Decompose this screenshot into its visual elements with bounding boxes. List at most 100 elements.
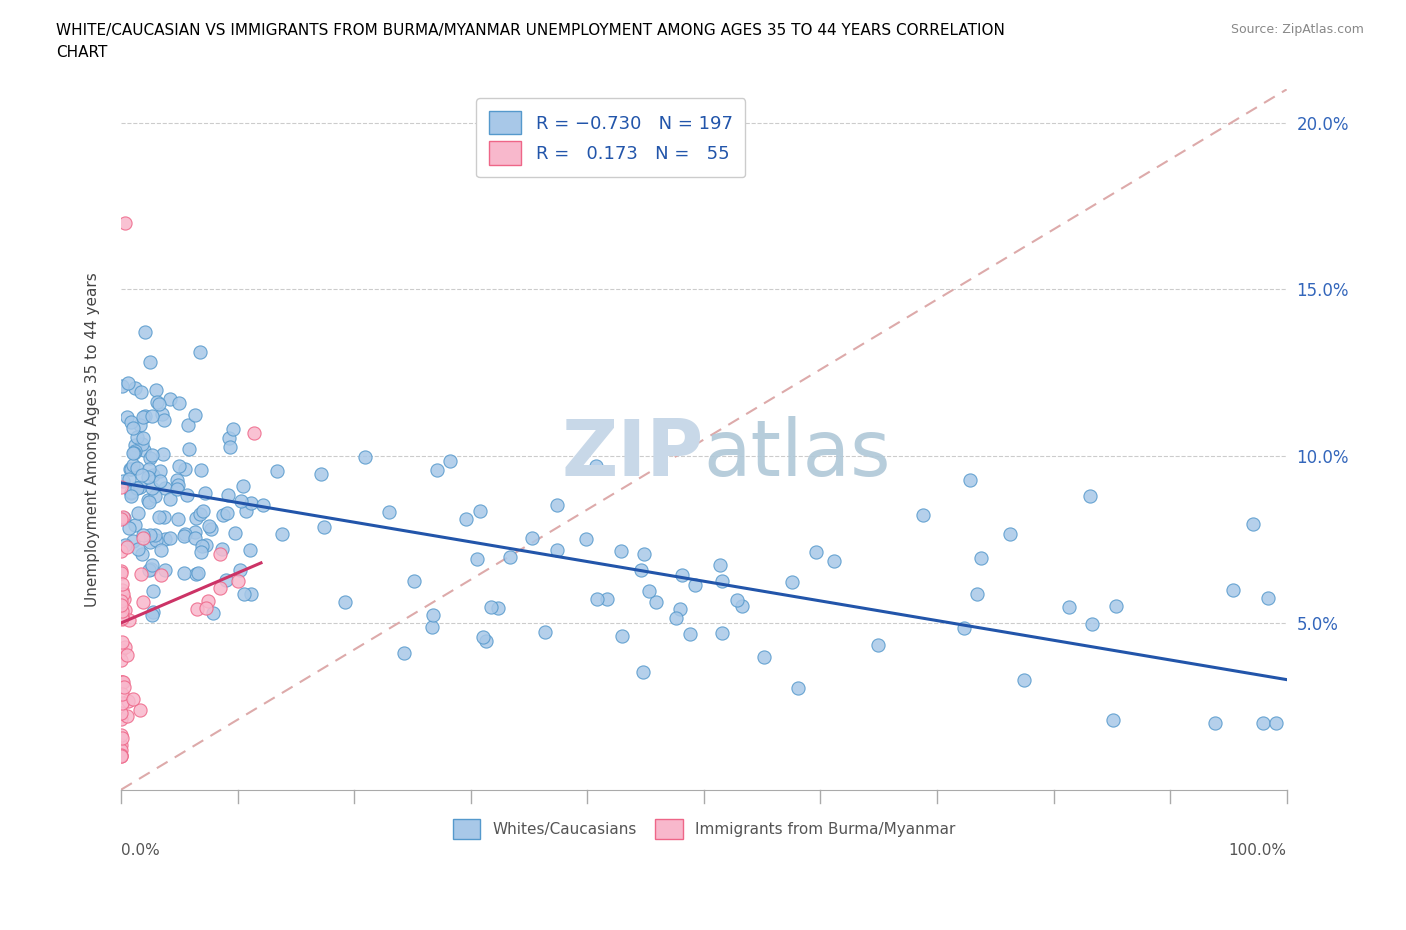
Point bbox=[115, 539, 138, 554]
Point bbox=[110, 727, 132, 742]
Point bbox=[166, 482, 188, 497]
Point bbox=[132, 595, 155, 610]
Point bbox=[141, 408, 163, 423]
Point bbox=[114, 602, 136, 617]
Point bbox=[209, 580, 232, 595]
Point bbox=[112, 675, 135, 690]
Point bbox=[711, 626, 734, 641]
Point bbox=[120, 488, 142, 503]
Point bbox=[159, 530, 181, 545]
Point bbox=[335, 595, 357, 610]
Point bbox=[145, 533, 167, 548]
Point bbox=[110, 737, 132, 752]
Point bbox=[671, 568, 693, 583]
Point bbox=[129, 480, 152, 495]
Point bbox=[404, 574, 426, 589]
Point bbox=[232, 587, 254, 602]
Point bbox=[1012, 672, 1035, 687]
Point bbox=[1257, 591, 1279, 605]
Point bbox=[959, 472, 981, 487]
Point bbox=[136, 492, 159, 507]
Point bbox=[229, 494, 252, 509]
Point bbox=[149, 463, 172, 478]
Point bbox=[668, 602, 690, 617]
Point bbox=[167, 512, 190, 526]
Point bbox=[145, 394, 167, 409]
Point bbox=[112, 680, 135, 695]
Point bbox=[586, 592, 609, 607]
Point bbox=[114, 216, 136, 231]
Point bbox=[141, 481, 163, 496]
Point bbox=[804, 544, 827, 559]
Point bbox=[1101, 712, 1123, 727]
Point bbox=[465, 551, 488, 566]
Point bbox=[148, 397, 170, 412]
Point bbox=[243, 425, 266, 440]
Point bbox=[125, 430, 148, 445]
Point bbox=[110, 747, 132, 762]
Point bbox=[111, 634, 134, 649]
Point bbox=[173, 526, 195, 541]
Point bbox=[787, 680, 810, 695]
Point bbox=[120, 415, 142, 430]
Point bbox=[142, 468, 165, 483]
Point bbox=[124, 518, 146, 533]
Point bbox=[111, 587, 134, 602]
Point bbox=[128, 703, 150, 718]
Point bbox=[200, 522, 222, 537]
Point bbox=[132, 531, 155, 546]
Point bbox=[150, 542, 173, 557]
Point bbox=[630, 563, 652, 578]
Point bbox=[143, 527, 166, 542]
Point bbox=[252, 498, 274, 512]
Point bbox=[725, 592, 748, 607]
Point bbox=[392, 645, 415, 660]
Point bbox=[110, 564, 132, 578]
Point bbox=[595, 591, 617, 606]
Point bbox=[112, 510, 135, 525]
Point bbox=[111, 611, 134, 626]
Point bbox=[111, 583, 134, 598]
Point bbox=[187, 565, 209, 580]
Point bbox=[731, 598, 754, 613]
Point bbox=[138, 461, 160, 476]
Point bbox=[149, 473, 172, 488]
Point bbox=[709, 557, 731, 572]
Point bbox=[953, 620, 976, 635]
Point bbox=[142, 583, 165, 598]
Text: atlas: atlas bbox=[704, 416, 891, 492]
Point bbox=[644, 594, 666, 609]
Point bbox=[127, 505, 149, 520]
Point bbox=[117, 376, 139, 391]
Point bbox=[111, 611, 134, 626]
Point bbox=[112, 591, 135, 606]
Point bbox=[1081, 617, 1104, 631]
Point bbox=[239, 587, 262, 602]
Point bbox=[422, 608, 444, 623]
Point bbox=[115, 709, 138, 724]
Point bbox=[145, 382, 167, 397]
Point bbox=[1251, 715, 1274, 730]
Point bbox=[131, 546, 153, 561]
Point bbox=[378, 504, 401, 519]
Point bbox=[186, 602, 208, 617]
Point bbox=[110, 706, 132, 721]
Point bbox=[177, 442, 200, 457]
Point bbox=[232, 479, 254, 494]
Point bbox=[110, 544, 132, 559]
Point bbox=[194, 538, 217, 552]
Text: Source: ZipAtlas.com: Source: ZipAtlas.com bbox=[1230, 23, 1364, 36]
Point bbox=[475, 634, 498, 649]
Point bbox=[224, 525, 246, 540]
Point bbox=[782, 575, 804, 590]
Point bbox=[141, 447, 163, 462]
Point bbox=[112, 473, 135, 488]
Point bbox=[173, 462, 195, 477]
Point bbox=[912, 508, 935, 523]
Point bbox=[155, 563, 177, 578]
Point bbox=[110, 598, 132, 613]
Point bbox=[235, 504, 257, 519]
Point bbox=[546, 498, 568, 512]
Point bbox=[169, 395, 191, 410]
Point bbox=[966, 587, 988, 602]
